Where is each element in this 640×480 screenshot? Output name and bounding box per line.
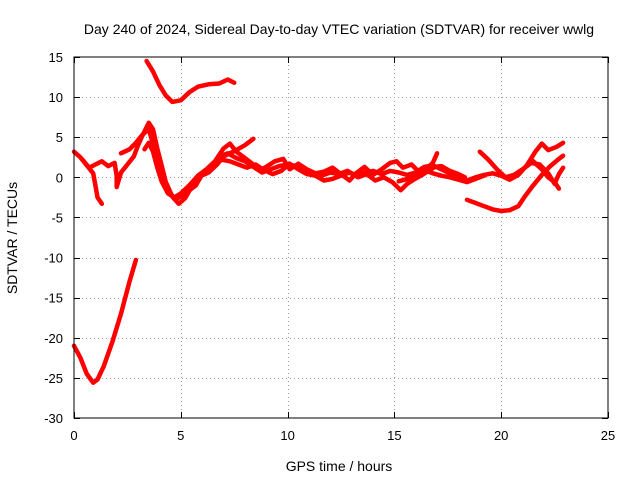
y-tick-label: -20 <box>44 331 63 346</box>
series-layer <box>71 58 566 385</box>
y-tick-label: -5 <box>51 210 63 225</box>
y-tick-label: -25 <box>44 371 63 386</box>
y-tick-label: 10 <box>49 90 63 105</box>
x-tick-label: 10 <box>280 428 294 443</box>
series-line-track-k <box>144 58 237 105</box>
x-tick-label: 5 <box>177 428 184 443</box>
grid <box>74 57 608 418</box>
x-tick-label: 0 <box>70 428 77 443</box>
series-line-track-j <box>530 159 562 191</box>
series-line-track-h <box>464 153 566 214</box>
y-tick-label: 0 <box>56 170 63 185</box>
series-line-track-d <box>118 126 566 200</box>
series-line-track-a <box>71 149 105 207</box>
x-tick-label: 20 <box>494 428 508 443</box>
y-tick-label: -15 <box>44 291 63 306</box>
ticks: 0 5 10 15 20 25 -30 -25 -20 -15 -10 -5 0 5 10 15 <box>44 50 615 443</box>
x-tick-label: 15 <box>387 428 401 443</box>
y-tick-label: -30 <box>44 411 63 426</box>
series-line-track-g <box>396 151 440 184</box>
series-line-track-f <box>216 151 487 185</box>
y-axis-label: SDTVAR / TECUs <box>4 182 20 294</box>
series-line-track-b <box>71 257 139 385</box>
plot-frame <box>73 56 609 419</box>
y-tick-label: -10 <box>44 251 63 266</box>
chart-title: Day 240 of 2024, Sidereal Day-to-day VTE… <box>84 21 594 37</box>
x-tick-label: 25 <box>601 428 615 443</box>
y-tick-label: 15 <box>49 50 63 65</box>
x-axis-label: GPS time / hours <box>286 458 393 474</box>
y-tick-label: 5 <box>56 130 63 145</box>
